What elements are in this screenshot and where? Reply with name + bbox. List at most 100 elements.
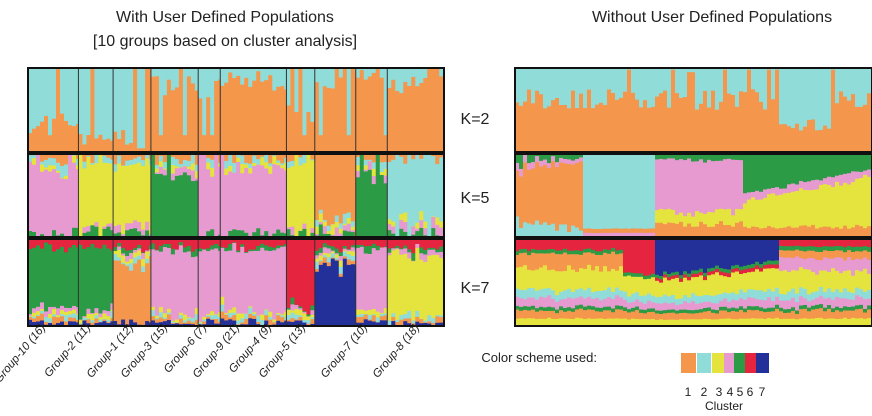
bar-segment <box>739 160 743 209</box>
bar-segment <box>767 308 771 312</box>
bar-segment <box>723 273 727 277</box>
bar-segment <box>791 251 795 259</box>
individual-bar <box>102 68 106 152</box>
bar-segment <box>198 248 202 251</box>
individual-bar <box>175 154 179 237</box>
bar-segment <box>240 164 244 174</box>
individual-bar <box>411 154 415 237</box>
bar-segment <box>847 68 851 101</box>
bar-segment <box>747 272 751 289</box>
bar-segment <box>675 275 679 278</box>
bar-segment <box>145 222 149 231</box>
individual-bar <box>121 154 125 237</box>
bar-segment <box>125 256 129 262</box>
bar-segment <box>280 317 284 322</box>
bar-segment <box>747 306 751 310</box>
bar-segment <box>775 239 779 261</box>
bar-segment <box>206 97 210 152</box>
bar-segment <box>323 68 327 87</box>
bar-segment <box>48 318 52 323</box>
bar-segment <box>723 307 727 311</box>
bar-segment <box>248 314 252 319</box>
bar-segment <box>264 310 268 315</box>
bar-segment <box>395 249 399 320</box>
bar-segment <box>651 308 655 312</box>
bar-segment <box>547 288 551 296</box>
bar-segment <box>687 277 691 281</box>
bar-segment <box>523 154 527 163</box>
individual-bar <box>559 239 563 326</box>
bar-segment <box>82 318 86 321</box>
bar-segment <box>52 309 56 315</box>
bar-segment <box>236 155 240 158</box>
bar-segment <box>236 68 240 76</box>
bar-segment <box>579 305 583 309</box>
bar-segment <box>623 228 627 233</box>
bar-segment <box>40 249 44 303</box>
bar-segment <box>607 250 611 254</box>
bar-segment <box>276 246 280 249</box>
bar-segment <box>179 319 183 325</box>
bar-segment <box>240 318 244 323</box>
individual-bar <box>691 154 695 237</box>
bar-segment <box>691 310 695 314</box>
bar-segment <box>351 247 355 251</box>
bar-segment <box>244 246 248 252</box>
individual-bar <box>859 68 863 152</box>
bar-segment <box>539 297 543 307</box>
bar-segment <box>691 72 695 152</box>
individual-bar <box>380 154 384 237</box>
bar-segment <box>759 154 763 192</box>
individual-bar <box>395 68 399 152</box>
individual-bar <box>703 68 707 152</box>
bar-segment <box>117 156 121 165</box>
individual-bar <box>163 68 167 152</box>
bar-segment <box>519 290 523 299</box>
individual-bar <box>711 239 715 326</box>
individual-bar <box>113 239 117 326</box>
bar-segment <box>783 313 787 319</box>
bar-segment <box>113 172 117 227</box>
bar-segment <box>137 68 141 149</box>
bar-segment <box>571 154 575 161</box>
bar-segment <box>859 289 863 297</box>
bar-segment <box>583 229 587 234</box>
bar-segment <box>543 289 547 298</box>
bar-segment <box>783 239 787 247</box>
individual-bar <box>623 68 627 152</box>
bar-segment <box>719 307 723 311</box>
bar-segment <box>731 308 735 312</box>
bar-segment <box>224 248 228 252</box>
bar-segment <box>419 319 423 323</box>
bar-segment <box>819 308 823 318</box>
bar-segment <box>351 221 355 227</box>
bar-segment <box>191 68 195 84</box>
bar-segment <box>815 130 819 152</box>
bar-segment <box>771 311 775 319</box>
bar-segment <box>791 192 795 228</box>
bar-segment <box>145 245 149 250</box>
individual-bar <box>163 239 167 326</box>
individual-bar <box>651 239 655 326</box>
bar-segment <box>847 299 851 307</box>
bar-segment <box>819 260 823 271</box>
bar-segment <box>214 68 218 81</box>
individual-bar <box>82 154 86 237</box>
bar-segment <box>407 86 411 152</box>
bar-segment <box>232 313 236 316</box>
bar-segment <box>155 68 159 77</box>
bar-segment <box>163 247 167 314</box>
bar-segment <box>555 271 559 295</box>
bar-segment <box>727 68 731 94</box>
bar-segment <box>727 239 731 270</box>
bar-segment <box>743 227 747 238</box>
bar-segment <box>639 313 643 320</box>
bar-segment <box>675 239 679 272</box>
bar-segment <box>527 90 531 153</box>
bar-segment <box>419 244 423 248</box>
bar-segment <box>707 272 711 276</box>
bar-segment <box>843 260 847 271</box>
bar-segment <box>167 248 171 309</box>
bar-segment <box>419 228 423 237</box>
individual-bar <box>431 154 435 237</box>
